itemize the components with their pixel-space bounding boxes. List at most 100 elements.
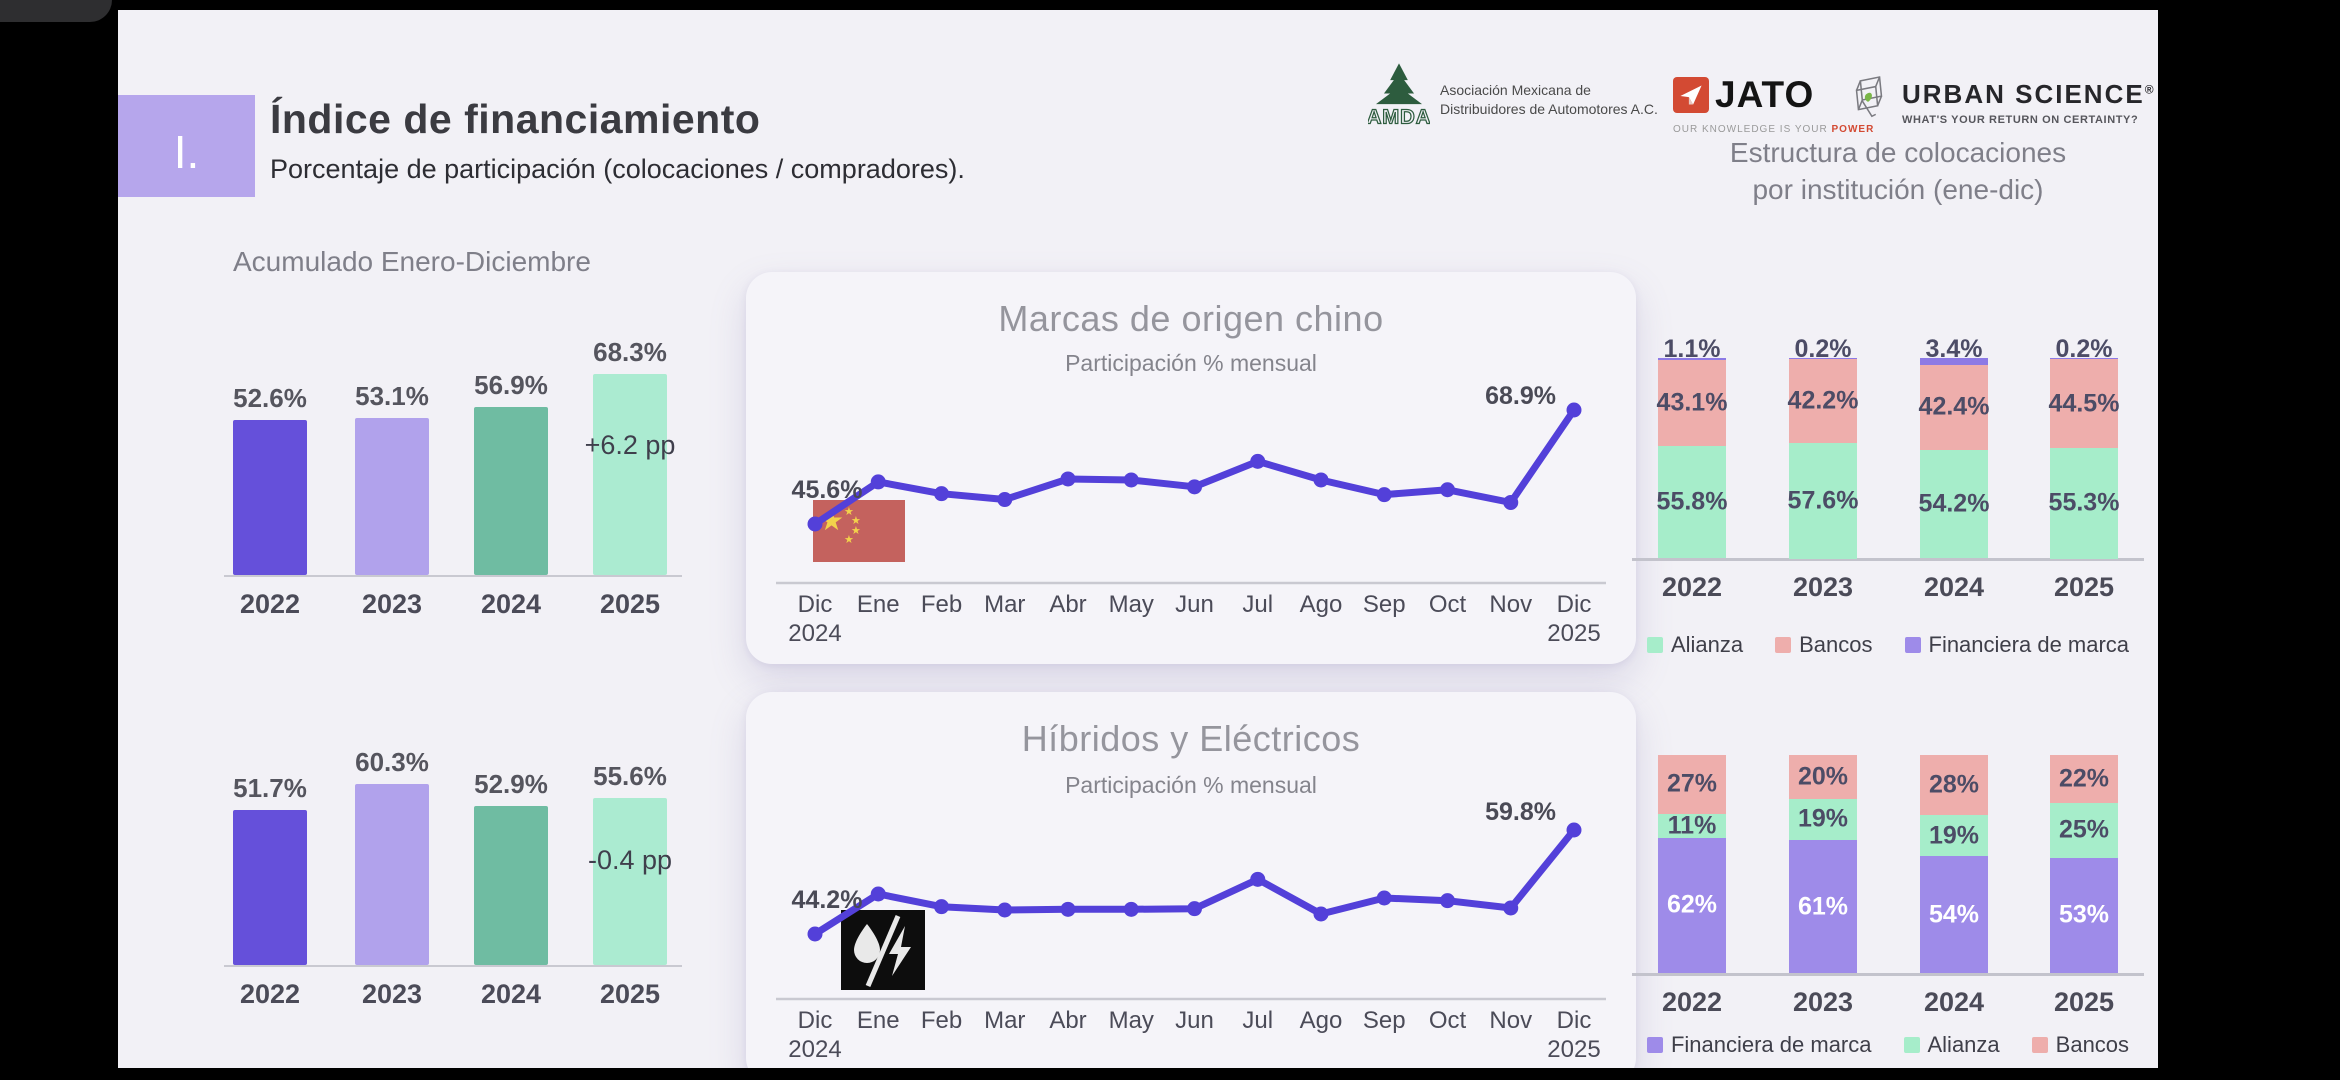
segment-bancos: 28%	[1920, 755, 1988, 816]
segment-value-label: 20%	[1797, 762, 1849, 791]
first-value-label: 45.6%	[792, 476, 863, 504]
card-hibridos-electricos: Híbridos y Eléctricos Participación % me…	[746, 692, 1636, 1068]
data-point	[1566, 402, 1582, 418]
month-label: Jul	[1242, 591, 1273, 618]
segment-financiera-de-marca: 3.4%	[1920, 335, 1988, 365]
month-label: Dic	[798, 1007, 833, 1034]
legend-estructura-bottom: Financiera de marca Alianza Bancos	[1623, 1032, 2153, 1058]
amda-tagline: Asociación Mexicana de Distribuidores de…	[1440, 81, 1658, 117]
legend-swatch	[1904, 637, 1921, 653]
bar-value-label: 51.7%	[233, 773, 307, 803]
data-point	[1187, 901, 1202, 917]
legend-label: Financiera de marca	[1670, 1032, 1872, 1057]
bar-annotation: +6.2 pp	[584, 430, 676, 460]
slide: I. Índice de financiamiento Porcentaje d…	[118, 10, 2158, 1068]
data-point	[1376, 487, 1392, 503]
segment-value-label: 62%	[1666, 890, 1718, 919]
data-point	[934, 486, 949, 502]
data-point	[1313, 472, 1329, 488]
month-label: Mar	[984, 591, 1025, 618]
legend-swatch	[1646, 637, 1663, 653]
segment-value-label: 3.4%	[1925, 335, 1983, 364]
month-label: Feb	[921, 1007, 962, 1034]
x-axis-label: 2024	[1923, 572, 1985, 602]
bar-value-label: 52.9%	[474, 769, 548, 799]
legend-item-financiera-de-marca: Financiera de marca	[1904, 632, 2129, 658]
segment-bancos: 27%	[1658, 755, 1726, 814]
bar-2024	[474, 806, 548, 965]
segment-value-label: 19%	[1928, 821, 1980, 850]
segment-alianza: 54.2%	[1919, 449, 1989, 558]
card-subtitle: Participación % mensual	[1065, 772, 1317, 798]
bar-chart-acumulado-bottom: 51.7% 2022 60.3% 2023 52.9% 2024 55.6% 2025 -0.4…	[218, 730, 688, 1030]
trend-line	[811, 406, 1578, 528]
segment-value-label: 19%	[1797, 804, 1849, 833]
legend-item-alianza: Alianza	[1903, 1032, 2000, 1058]
window-corner-artifact	[0, 0, 112, 22]
x-axis-line	[1632, 558, 2144, 561]
segment-value-label: 44.5%	[2048, 389, 2120, 417]
month-label: Nov	[1489, 1007, 1532, 1034]
svg-text:AMDA: AMDA	[1368, 107, 1430, 129]
legend-swatch	[1775, 637, 1792, 653]
bar-annotation: -0.4 pp	[587, 845, 673, 875]
month-label: Sep	[1363, 591, 1406, 618]
legend-label: Alianza	[1670, 632, 1744, 657]
bar-value-label: 56.9%	[474, 370, 548, 400]
year-label: 2024	[788, 620, 841, 647]
x-axis-label: 2023	[361, 589, 423, 619]
legend-swatch	[1903, 1037, 1920, 1053]
x-axis-label: 2024	[480, 979, 542, 1009]
stacked-chart-estructura-bottom: 27% 11% 62% 2022 20% 19% 61% 2023 28% 19% 54% 2024 2…	[1632, 755, 2144, 1055]
x-axis-label: 2023	[1792, 572, 1854, 602]
x-axis-label: 2022	[1661, 572, 1723, 602]
month-label: Oct	[1429, 1007, 1467, 1034]
jato-tagline: OUR KNOWLEDGE IS YOUR POWER	[1673, 124, 1875, 135]
svg-text:★: ★	[844, 506, 854, 518]
segment-alianza: 25%	[2050, 803, 2118, 858]
month-label: Jun	[1175, 591, 1214, 618]
x-axis-label: 2022	[239, 589, 301, 619]
month-label: May	[1109, 1007, 1154, 1034]
segment-financiera-de-marca: 0.2%	[1789, 335, 1857, 363]
data-point	[870, 886, 886, 902]
svg-text:★: ★	[851, 515, 861, 527]
segment-value-label: 61%	[1797, 892, 1849, 920]
segment-financiera-de-marca: 62%	[1658, 837, 1726, 973]
x-axis-label: 2025	[599, 589, 661, 619]
card-title: Marcas de origen chino	[998, 298, 1384, 339]
data-point	[807, 516, 823, 532]
urban-science-logo: URBAN SCIENCE® WHAT'S YOUR RETURN ON CER…	[1846, 72, 2156, 133]
x-axis-label: 2024	[1923, 987, 1985, 1017]
data-point	[807, 926, 823, 942]
trend-line	[811, 826, 1578, 938]
svg-text:★: ★	[851, 525, 861, 537]
segment-alianza: 55.3%	[2049, 448, 2119, 559]
segment-value-label: 55.8%	[1656, 487, 1728, 516]
segment-value-label: 1.1%	[1663, 335, 1721, 364]
data-point	[1250, 453, 1266, 469]
segment-value-label: 0.2%	[2055, 335, 2113, 364]
x-axis-label: 2023	[361, 979, 423, 1009]
segment-financiera-de-marca: 1.1%	[1658, 335, 1726, 363]
month-label: Ene	[857, 1007, 900, 1034]
data-point	[934, 899, 949, 915]
jato-plane-icon	[1673, 77, 1709, 113]
amda-tree-icon: AMDA	[1366, 60, 1431, 139]
segment-value-label: 42.4%	[1918, 392, 1990, 421]
month-label: Dic	[1557, 591, 1592, 618]
data-point	[1503, 494, 1519, 510]
bar-2022	[233, 810, 307, 965]
segment-value-label: 42.2%	[1787, 386, 1859, 415]
x-axis-label: 2023	[1792, 987, 1854, 1017]
data-point	[1250, 871, 1266, 887]
bar-2025	[593, 798, 667, 965]
segment-value-label: 25%	[2058, 815, 2110, 844]
data-point	[1313, 906, 1329, 922]
data-point	[1440, 482, 1455, 498]
bar-2024	[474, 407, 548, 575]
segment-bancos: 43.1%	[1657, 360, 1727, 447]
segment-value-label: 54.2%	[1918, 489, 1990, 518]
segment-alianza: 11%	[1658, 811, 1726, 839]
